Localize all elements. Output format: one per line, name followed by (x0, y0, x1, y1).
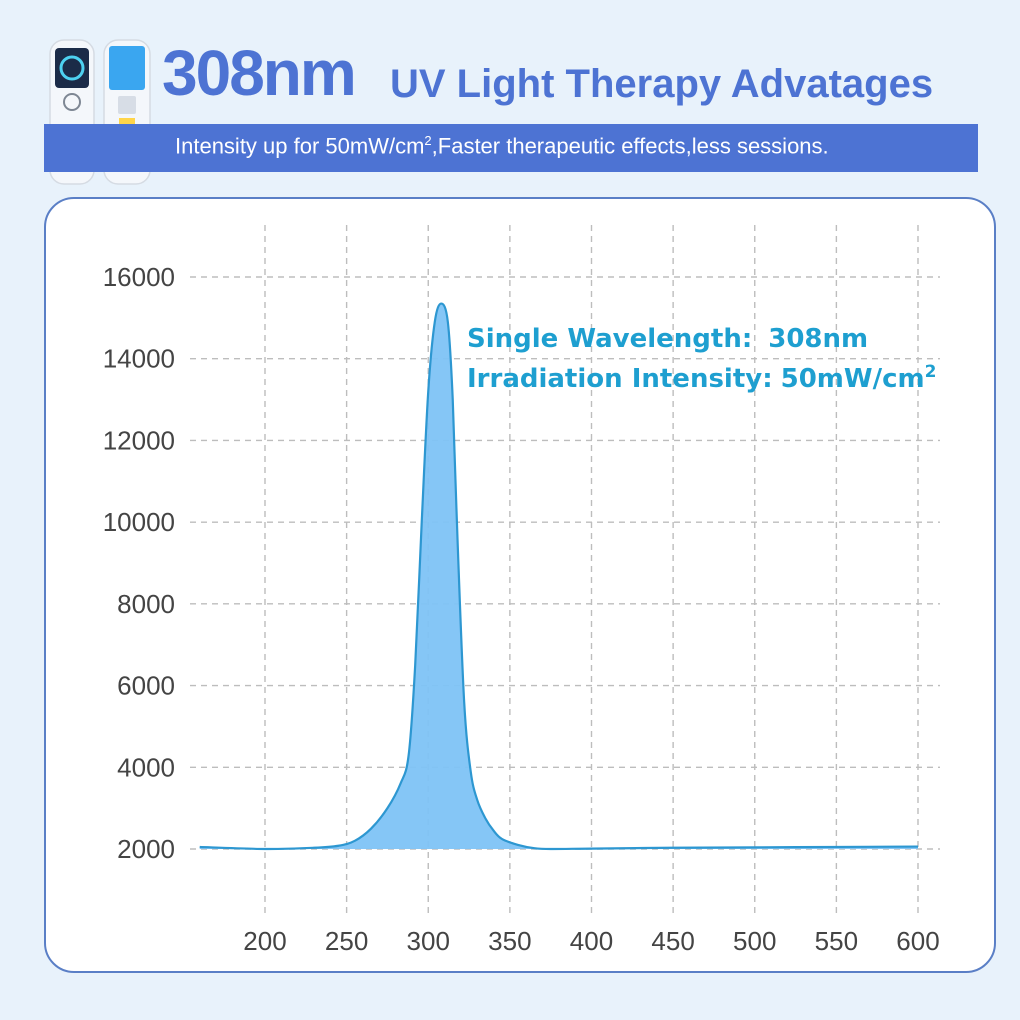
banner-text-after: ,Faster therapeutic effects,less session… (431, 133, 829, 159)
chart-annotation: Single Wavelength: 308nm Irradiation Inte… (467, 324, 936, 394)
x-tick-label: 550 (815, 926, 858, 956)
spectrum-line (199, 302, 919, 851)
x-tick-label: 250 (325, 926, 368, 956)
annotation-line-2: Irradiation Intensity: 50mW/cm2 (467, 362, 936, 394)
device-right-vents (118, 96, 136, 114)
y-tick-label: 6000 (117, 671, 175, 701)
chart-y-ticks: 16000 14000 12000 10000 8000 6000 4000 2000 (103, 262, 175, 864)
x-tick-label: 500 (733, 926, 776, 956)
device-left-fan-icon (63, 93, 81, 111)
banner-text-sup: 2 (424, 133, 432, 148)
y-tick-label: 14000 (103, 344, 175, 374)
banner (44, 124, 978, 172)
title-rest: UV Light Therapy Advatages (390, 62, 934, 106)
banner-text: Intensity up for 50mW/cm2,Faster therape… (175, 133, 975, 159)
device-left-screen (55, 48, 89, 88)
chart-card (44, 197, 996, 973)
annotation-line2-sup: 2 (925, 362, 937, 382)
device-left-dial-icon (59, 55, 85, 81)
chart-area-layer (199, 302, 919, 851)
x-tick-label: 300 (407, 926, 450, 956)
y-tick-label: 8000 (117, 589, 175, 619)
title-main: 308nm (162, 37, 357, 109)
annotation-line-1: Single Wavelength: 308nm (467, 324, 868, 354)
x-tick-label: 350 (488, 926, 531, 956)
x-tick-label: 400 (570, 926, 613, 956)
x-tick-label: 200 (243, 926, 286, 956)
y-tick-label: 16000 (103, 262, 175, 292)
device-right-led-panel (109, 46, 145, 90)
annotation-line1-value: 308nm (768, 324, 868, 354)
y-tick-label: 4000 (117, 752, 175, 782)
y-tick-label: 12000 (103, 425, 175, 455)
annotation-line2-label: Irradiation Intensity: (467, 364, 773, 394)
chart-x-ticks: 200 250 300 350 400 450 500 550 600 (243, 926, 939, 956)
annotation-line2-value: 50mW/cm (781, 364, 925, 394)
annotation-line1-label: Single Wavelength: (467, 324, 752, 354)
x-tick-label: 450 (651, 926, 694, 956)
x-tick-label: 600 (896, 926, 939, 956)
y-tick-label: 10000 (103, 507, 175, 537)
y-tick-label: 2000 (117, 834, 175, 864)
banner-text-main: Intensity up for 50mW/cm (175, 133, 425, 159)
